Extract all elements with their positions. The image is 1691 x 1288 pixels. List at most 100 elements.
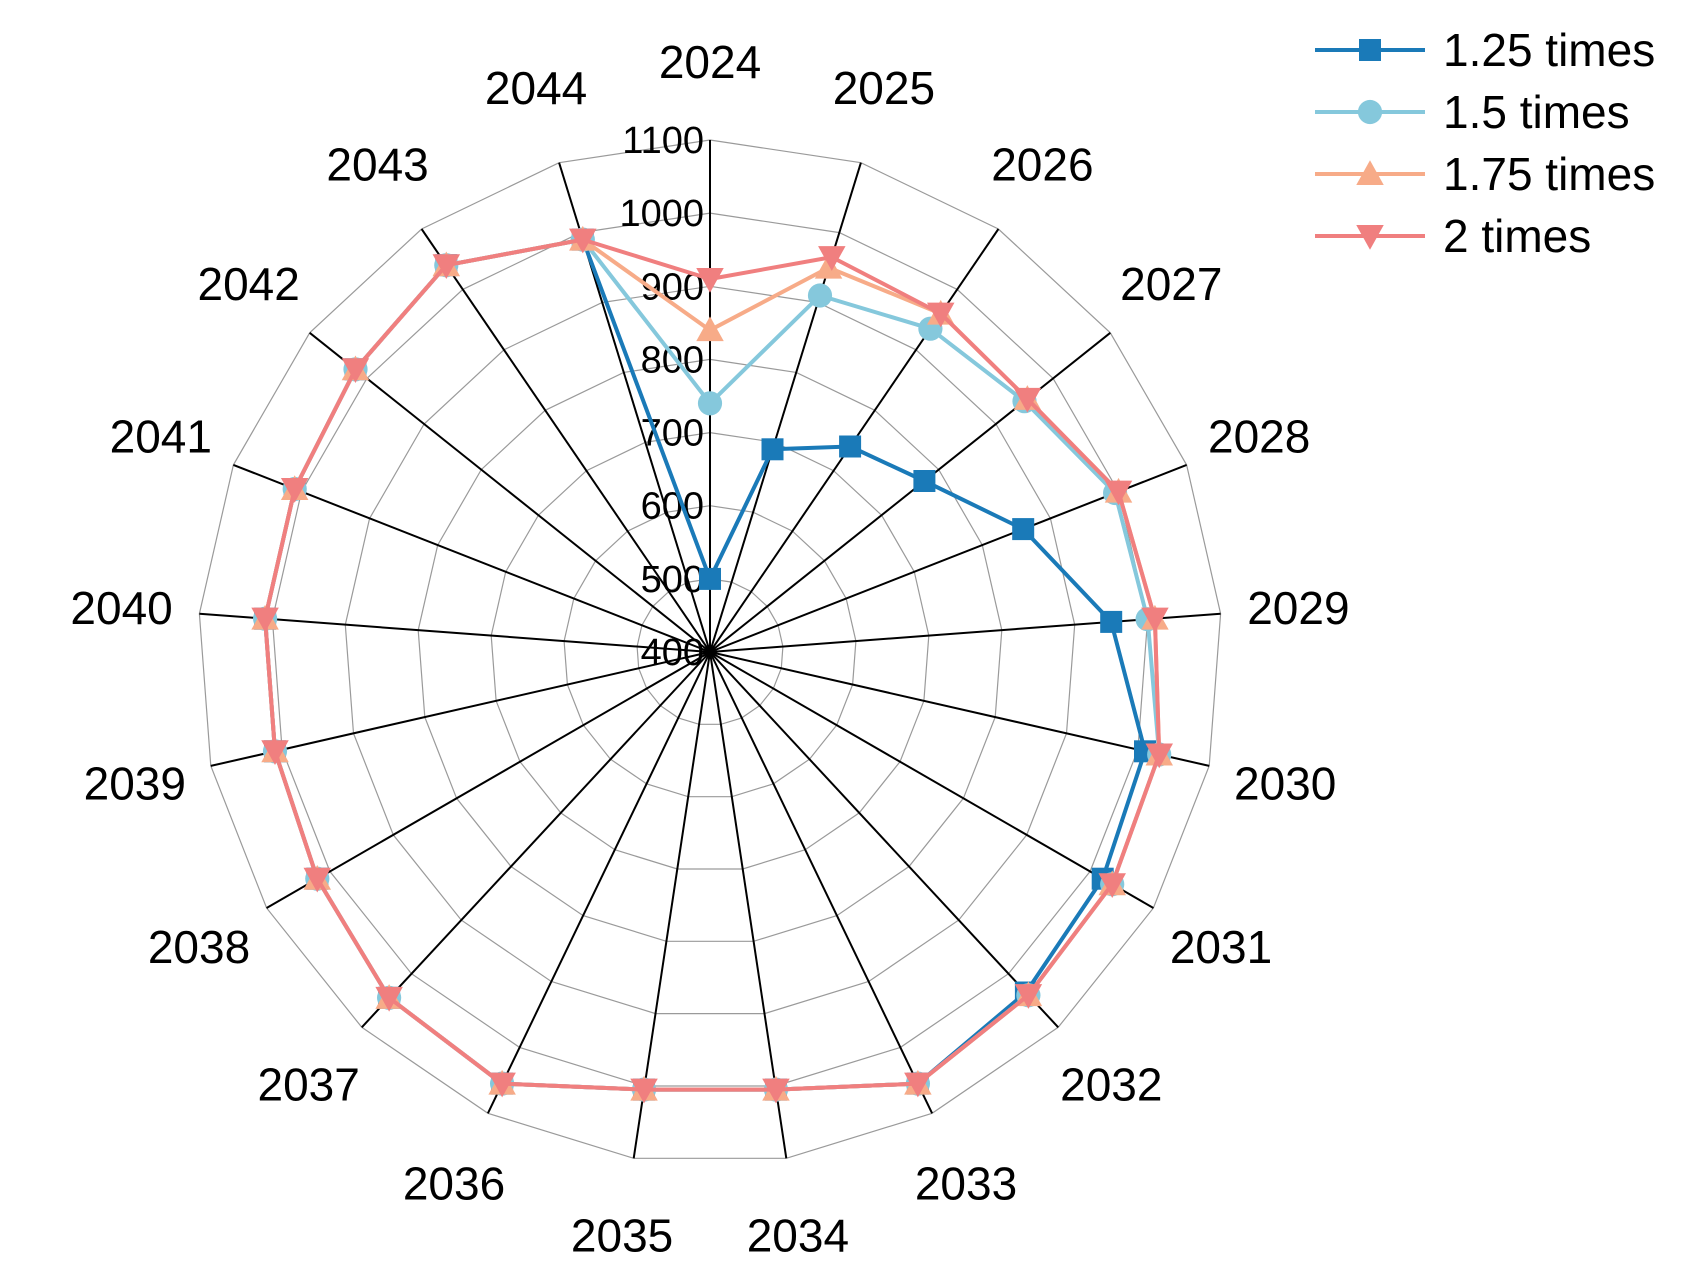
series-line-3 xyxy=(263,237,1162,1092)
point-3-2044 xyxy=(569,228,597,254)
grid-ring-900 xyxy=(344,285,1076,1015)
radial-tick-600: 600 xyxy=(641,486,704,528)
point-3-2037 xyxy=(375,986,403,1012)
legend-marker-1 xyxy=(1357,99,1383,125)
spoke-2031 xyxy=(709,651,1154,909)
radar-spokes xyxy=(199,140,1221,1159)
spoke-2034 xyxy=(709,651,788,1159)
point-0-2029 xyxy=(1100,610,1123,633)
category-label-2042: 2042 xyxy=(198,258,300,310)
category-label-2026: 2026 xyxy=(991,139,1093,191)
legend-item-2: 1.75 times xyxy=(1315,148,1655,200)
spoke-2038 xyxy=(266,651,711,909)
point-3-2035 xyxy=(630,1078,658,1104)
point-3-2024 xyxy=(696,267,724,293)
point-3-2027 xyxy=(1013,387,1042,413)
grid-ring-600 xyxy=(563,505,857,798)
spoke-2027 xyxy=(709,332,1111,653)
spoke-2033 xyxy=(709,651,934,1114)
category-label-2034: 2034 xyxy=(747,1209,849,1261)
legend-marker-3 xyxy=(1356,225,1384,250)
spoke-2040 xyxy=(199,612,711,653)
point-3-2032 xyxy=(1014,984,1043,1009)
point-3-2040 xyxy=(251,607,279,633)
legend-marker-0 xyxy=(1359,39,1381,61)
point-3-2031 xyxy=(1098,873,1126,898)
category-label-2033: 2033 xyxy=(915,1158,1017,1210)
point-3-2038 xyxy=(303,867,332,893)
category-label-2029: 2029 xyxy=(1247,582,1349,634)
point-0-2028 xyxy=(1012,518,1035,541)
spoke-2025 xyxy=(709,162,862,653)
spoke-2042 xyxy=(309,332,711,653)
grid-ring-800 xyxy=(417,358,1003,942)
point-3-2030 xyxy=(1145,743,1173,769)
series-1.25-times xyxy=(254,228,1156,1101)
spoke-2043 xyxy=(420,228,711,653)
spoke-2035 xyxy=(632,651,711,1159)
point-3-2036 xyxy=(488,1072,516,1098)
category-label-2032: 2032 xyxy=(1060,1059,1162,1111)
point-3-2042 xyxy=(341,358,370,384)
point-3-2039 xyxy=(261,740,289,766)
radial-tick-500: 500 xyxy=(641,559,704,601)
legend-item-3: 2 times xyxy=(1315,210,1591,262)
point-1-2025 xyxy=(807,283,833,308)
point-3-2028 xyxy=(1104,480,1133,506)
category-label-2025: 2025 xyxy=(833,62,935,114)
point-0-2024 xyxy=(699,567,721,590)
legend-label-2: 1.75 times xyxy=(1443,148,1655,200)
category-label-2031: 2031 xyxy=(1170,921,1272,973)
point-2-2025 xyxy=(814,253,843,279)
radial-tick-1100: 1100 xyxy=(622,120,704,162)
spoke-2041 xyxy=(233,463,711,653)
series-line-0 xyxy=(263,237,1147,1092)
category-label-2038: 2038 xyxy=(148,921,250,973)
spoke-2039 xyxy=(210,651,711,767)
category-label-2027: 2027 xyxy=(1120,258,1222,310)
category-label-2036: 2036 xyxy=(403,1158,505,1210)
legend-label-1: 1.5 times xyxy=(1443,86,1630,138)
legend-label-3: 2 times xyxy=(1443,210,1591,262)
category-label-2030: 2030 xyxy=(1234,757,1336,809)
grid-ring-1100 xyxy=(198,139,1222,1159)
legend-label-0: 1.25 times xyxy=(1443,24,1655,76)
spoke-2030 xyxy=(709,651,1210,767)
point-3-2043 xyxy=(432,254,461,279)
point-3-2034 xyxy=(762,1078,790,1104)
category-label-2044: 2044 xyxy=(485,62,587,114)
point-0-2025 xyxy=(761,438,784,461)
radial-tick-800: 800 xyxy=(641,339,704,381)
category-label-2043: 2043 xyxy=(326,139,428,191)
category-label-2035: 2035 xyxy=(571,1209,673,1261)
legend-item-0: 1.25 times xyxy=(1315,24,1655,76)
category-labels: 2024 2025 2026 2027 2028 2029 2030 2031 2032 2033… xyxy=(70,36,1349,1261)
point-3-2029 xyxy=(1141,607,1169,633)
point-1-2024 xyxy=(697,391,723,416)
category-label-2040: 2040 xyxy=(70,582,172,634)
grid-ring-500 xyxy=(636,578,784,725)
point-3-2026 xyxy=(926,302,955,328)
series-2-times xyxy=(251,228,1173,1104)
legend-marker-2 xyxy=(1356,160,1384,185)
point-3-2025 xyxy=(818,246,846,271)
spoke-2037 xyxy=(361,651,711,1028)
spoke-2036 xyxy=(486,651,711,1114)
radial-tick-1000: 1000 xyxy=(619,193,704,235)
grid-ring-1000 xyxy=(271,212,1149,1087)
radar-grid xyxy=(198,139,1222,1159)
spoke-2032 xyxy=(709,651,1059,1028)
legend-item-1: 1.5 times xyxy=(1315,86,1630,138)
category-label-2037: 2037 xyxy=(258,1059,360,1111)
series-lines xyxy=(251,225,1173,1104)
radial-tick-400: 400 xyxy=(641,632,704,674)
point-0-2027 xyxy=(913,470,936,492)
legend: 1.25 times 1.5 times 1.75 times 2 times xyxy=(1315,24,1655,262)
grid-ring-700 xyxy=(490,431,930,870)
category-label-2024: 2024 xyxy=(659,36,761,88)
point-2-2024 xyxy=(696,316,724,342)
category-label-2041: 2041 xyxy=(110,410,212,462)
point-0-2026 xyxy=(839,435,862,458)
spoke-2029 xyxy=(709,612,1221,653)
